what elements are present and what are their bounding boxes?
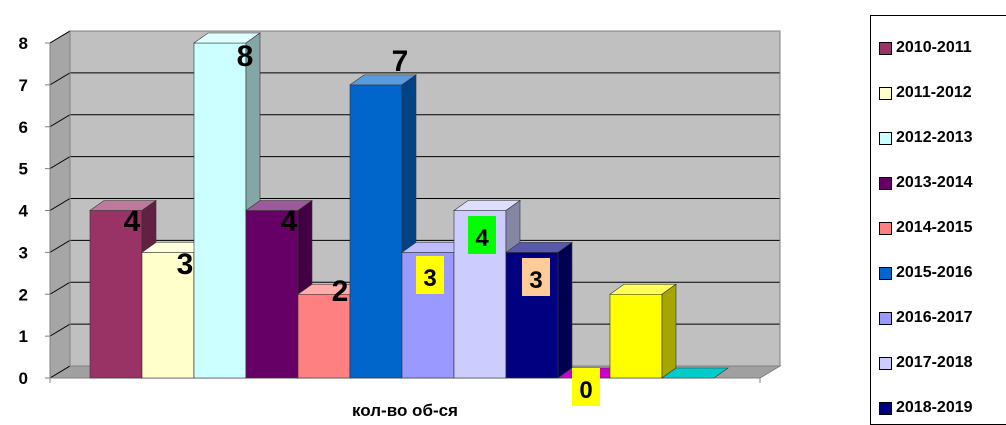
bar-side bbox=[557, 241, 573, 379]
bar-front bbox=[193, 42, 247, 379]
bar-front bbox=[245, 210, 299, 379]
data-label: 3 bbox=[529, 267, 542, 294]
legend-item: 2013-2014 bbox=[879, 173, 973, 193]
legend-swatch bbox=[879, 41, 892, 55]
y-tick-label: 5 bbox=[19, 160, 28, 179]
legend-label: 2015-2016 bbox=[896, 264, 973, 281]
bar-front bbox=[609, 293, 663, 379]
bar-front bbox=[141, 252, 195, 379]
data-label: 3 bbox=[177, 248, 194, 281]
y-tick-label: 3 bbox=[19, 243, 28, 262]
legend-item: 2014-2015 bbox=[879, 218, 973, 238]
bar-side bbox=[661, 283, 677, 379]
y-tick-label: 4 bbox=[19, 202, 29, 221]
legend-swatch bbox=[879, 356, 892, 370]
data-label: 0 bbox=[579, 377, 592, 404]
y-tick-label: 1 bbox=[19, 327, 28, 346]
legend-label: 2012-2013 bbox=[896, 129, 973, 146]
legend-item: 2011-2012 bbox=[879, 83, 972, 103]
bar-front bbox=[349, 84, 403, 379]
data-label: 3 bbox=[423, 265, 436, 292]
legend-swatch bbox=[879, 131, 892, 145]
legend-swatch bbox=[879, 176, 892, 190]
legend-swatch bbox=[879, 221, 892, 235]
data-label: 2 bbox=[332, 275, 349, 308]
data-label: 7 bbox=[392, 45, 409, 78]
bar-flat bbox=[661, 367, 729, 379]
data-label: 8 bbox=[237, 40, 254, 73]
chart-legend: 2010-2011 2011-2012 2012-2013 2013-2014 2014… bbox=[870, 15, 1006, 425]
legend-label: 2017-2018 bbox=[896, 354, 973, 371]
y-tick-label: 8 bbox=[19, 34, 28, 53]
legend-swatch bbox=[879, 401, 892, 415]
y-tick-label: 6 bbox=[19, 118, 28, 137]
legend-item: 2012-2013 bbox=[879, 128, 973, 148]
legend-item: 2010-2011 bbox=[879, 38, 972, 58]
bar-front bbox=[89, 210, 143, 379]
data-label: 4 bbox=[281, 205, 298, 238]
y-tick-label: 0 bbox=[19, 369, 28, 388]
legend-swatch bbox=[879, 86, 892, 100]
legend-item: 2015-2016 bbox=[879, 263, 973, 283]
data-label-bg bbox=[416, 256, 444, 294]
legend-item: 2018-2019 bbox=[879, 398, 973, 418]
legend-label: 2018-2019 bbox=[896, 399, 973, 416]
legend-label: 2010-2011 bbox=[896, 39, 972, 56]
legend-label: 2013-2014 bbox=[896, 174, 973, 191]
data-label: 4 bbox=[124, 205, 141, 238]
legend-swatch bbox=[879, 311, 892, 325]
legend-label: 2014-2015 bbox=[896, 219, 973, 236]
data-label-bg bbox=[572, 368, 600, 406]
data-label-bg bbox=[468, 216, 496, 254]
y-tick-label: 2 bbox=[19, 285, 28, 304]
legend-label: 2016-2017 bbox=[896, 309, 973, 326]
x-axis-label: кол-во об-ся bbox=[352, 401, 458, 420]
data-label-bg bbox=[522, 258, 550, 296]
legend-swatch bbox=[879, 266, 892, 280]
legend-label: 2011-2012 bbox=[896, 84, 972, 101]
legend-item: 2017-2018 bbox=[879, 353, 973, 373]
y-tick-label: 7 bbox=[19, 76, 28, 95]
data-label: 4 bbox=[475, 225, 489, 252]
legend-item: 2016-2017 bbox=[879, 308, 973, 328]
